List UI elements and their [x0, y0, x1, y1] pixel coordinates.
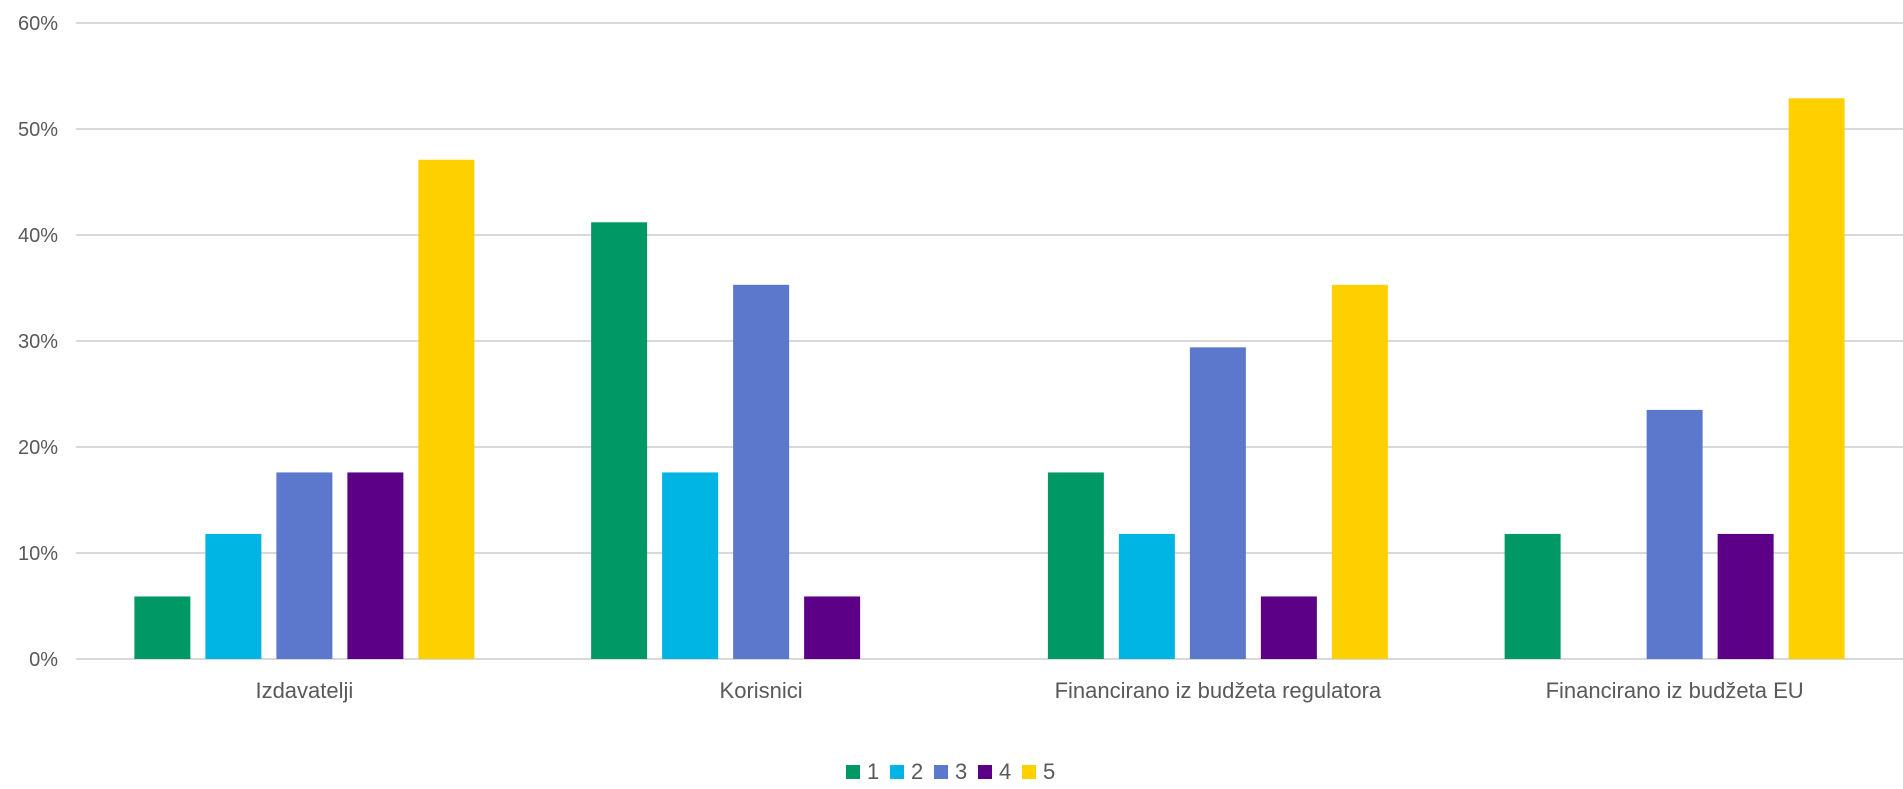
bar-izdavatelji-series-3: [276, 472, 333, 659]
legend-label: 3: [955, 759, 967, 784]
bar-financirano-iz-bud-eta-regulatora-series-1: [1047, 472, 1104, 659]
y-tick-label: 30%: [18, 331, 58, 353]
y-tick-label: 0%: [29, 649, 58, 671]
bar-izdavatelji-series-5: [418, 159, 475, 660]
bar-izdavatelji-series-1: [134, 596, 191, 659]
legend-item-4: 4: [978, 759, 1011, 784]
bar-financirano-iz-bud-eta-eu-series-5: [1788, 98, 1845, 659]
bar-korisnici-series-3: [733, 284, 790, 659]
x-category-label: Financirano iz budžeta regulatora: [1055, 678, 1382, 703]
y-tick-label: 10%: [18, 543, 58, 565]
bars: [134, 98, 1845, 660]
bar-financirano-iz-bud-eta-eu-series-3: [1646, 409, 1703, 659]
legend: 1 2 3 4 5: [846, 759, 1055, 784]
bar-korisnici-series-4: [804, 596, 861, 659]
x-category-label: Financirano iz budžeta EU: [1546, 678, 1804, 703]
legend-swatch: [934, 765, 948, 779]
y-tick-label: 50%: [18, 119, 58, 141]
y-tick-label: 40%: [18, 225, 58, 247]
legend-swatch: [1022, 765, 1036, 779]
legend-swatch: [890, 765, 904, 779]
legend-label: 2: [911, 759, 923, 784]
x-category-label: Korisnici: [720, 678, 803, 703]
x-category-label: Izdavatelji: [255, 678, 353, 703]
legend-item-3: 3: [934, 759, 967, 784]
bar-financirano-iz-bud-eta-regulatora-series-3: [1189, 347, 1246, 659]
bar-financirano-iz-bud-eta-regulatora-series-5: [1331, 284, 1388, 659]
y-tick-label: 60%: [18, 13, 58, 35]
legend-label: 4: [999, 759, 1011, 784]
bar-korisnici-series-1: [591, 222, 648, 659]
y-tick-label: 20%: [18, 437, 58, 459]
bar-izdavatelji-series-4: [347, 472, 404, 659]
legend-label: 5: [1043, 759, 1055, 784]
legend-label: 1: [867, 759, 879, 784]
bar-financirano-iz-bud-eta-eu-series-1: [1504, 533, 1561, 659]
bar-izdavatelji-series-2: [205, 533, 262, 659]
bar-financirano-iz-bud-eta-regulatora-series-2: [1118, 533, 1175, 659]
legend-item-5: 5: [1022, 759, 1055, 784]
bar-financirano-iz-bud-eta-regulatora-series-4: [1260, 596, 1317, 659]
legend-swatch: [846, 765, 860, 779]
bar-financirano-iz-bud-eta-eu-series-4: [1717, 533, 1774, 659]
y-axis-ticks: 0% 10% 20% 30% 40% 50% 60%: [18, 13, 58, 671]
bar-korisnici-series-2: [662, 472, 719, 659]
legend-swatch: [978, 765, 992, 779]
x-axis-categories: Izdavatelji Korisnici Financirano iz budže…: [255, 678, 1803, 703]
legend-item-1: 1: [846, 759, 879, 784]
legend-item-2: 2: [890, 759, 923, 784]
